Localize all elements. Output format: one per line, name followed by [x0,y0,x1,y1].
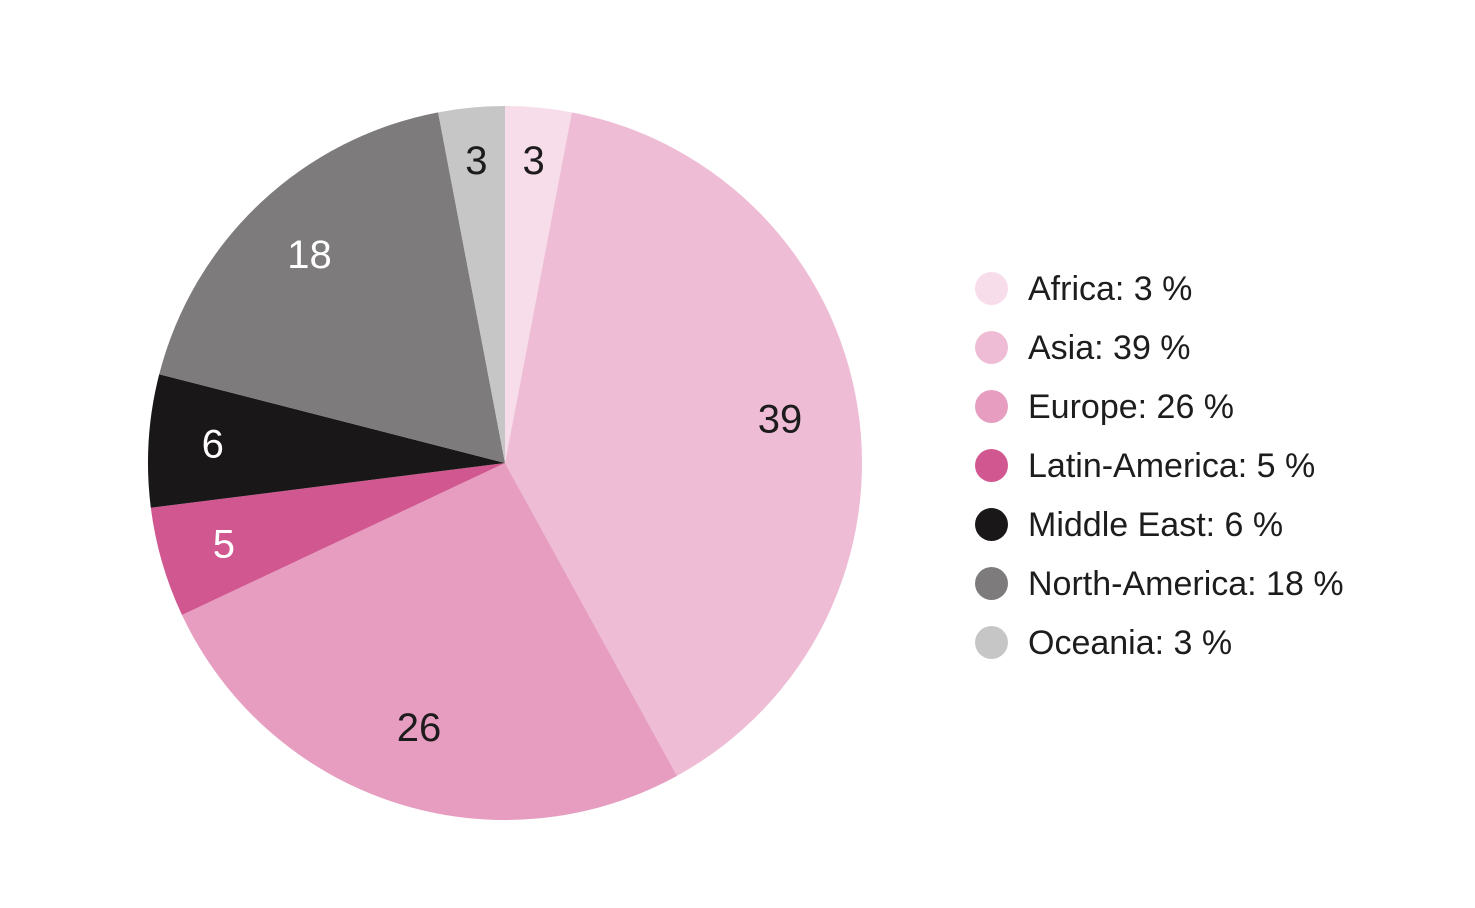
pie-slice-value-label-asia: 39 [758,397,803,441]
legend-item-oceania: Oceania: 3 % [975,623,1344,662]
legend-item-europe: Europe: 26 % [975,387,1344,426]
pie-slice-value-label-oceania: 3 [465,139,487,183]
legend-label-africa: Africa: 3 % [1028,269,1193,308]
legend-item-africa: Africa: 3 % [975,269,1344,308]
legend-swatch-oceania [975,626,1008,659]
legend-item-asia: Asia: 39 % [975,328,1344,367]
legend-item-middle-east: Middle East: 6 % [975,505,1344,544]
legend-item-north-america: North-America: 18 % [975,564,1344,603]
pie-slice-value-label-latin-america: 5 [213,523,235,567]
legend-label-north-america: North-America: 18 % [1028,564,1344,603]
pie-slice-middle-east [148,374,505,508]
legend: Africa: 3 % Asia: 39 % Europe: 26 % Latin-A… [975,269,1344,662]
legend-swatch-africa [975,272,1008,305]
legend-label-latin-america: Latin-America: 5 % [1028,446,1316,485]
pie-slice-value-label-africa: 3 [522,139,544,183]
legend-swatch-middle-east [975,508,1008,541]
pie-slice-north-america [159,112,505,463]
legend-swatch-latin-america [975,449,1008,482]
legend-label-europe: Europe: 26 % [1028,387,1235,426]
legend-label-oceania: Oceania: 3 % [1028,623,1233,662]
pie-slice-europe [181,463,677,820]
legend-label-asia: Asia: 39 % [1028,328,1191,367]
pie-slice-value-label-middle-east: 6 [202,423,224,467]
legend-swatch-asia [975,331,1008,364]
legend-swatch-north-america [975,567,1008,600]
pie-slice-africa [505,105,572,463]
legend-swatch-europe [975,390,1008,423]
pie-slice-asia [505,112,863,776]
pie-slice-latin-america [150,463,505,615]
pie-slice-oceania [438,106,505,463]
pie-slice-value-label-europe: 26 [397,706,442,750]
legend-label-middle-east: Middle East: 6 % [1028,505,1284,544]
pie-slice-value-label-north-america: 18 [287,233,332,277]
legend-item-latin-america: Latin-America: 5 % [975,446,1344,485]
